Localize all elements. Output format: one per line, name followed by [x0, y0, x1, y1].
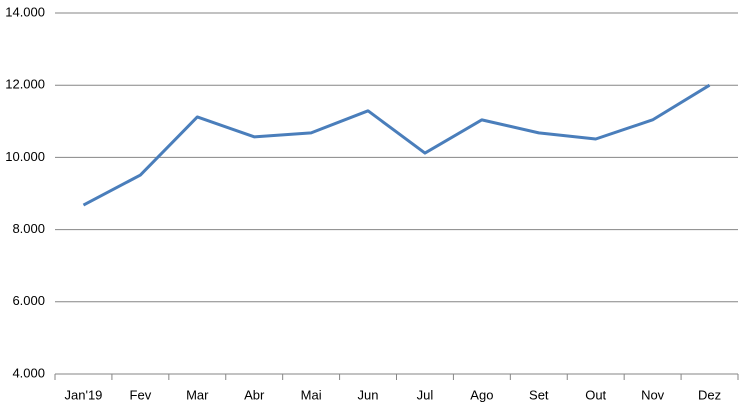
x-tick-label: Out — [585, 387, 606, 402]
y-tick-label: 4.000 — [12, 365, 45, 380]
x-tick-label: Abr — [244, 387, 265, 402]
x-tick-label: Mar — [186, 387, 209, 402]
data-line — [82, 83, 711, 207]
x-tick-label: Set — [529, 387, 549, 402]
y-tick-label: 6.000 — [12, 293, 45, 308]
x-tick-label: Jul — [417, 387, 434, 402]
x-tick-label: Jan'19 — [65, 387, 103, 402]
y-tick-label: 12.000 — [5, 77, 45, 92]
x-tick-label: Nov — [641, 387, 665, 402]
x-tick-label: Ago — [470, 387, 493, 402]
y-tick-label: 8.000 — [12, 221, 45, 236]
x-tick-label: Mai — [301, 387, 322, 402]
x-tick-label: Fev — [130, 387, 152, 402]
y-tick-label: 14.000 — [5, 4, 45, 19]
y-tick-label: 10.000 — [5, 149, 45, 164]
x-tick-label: Dez — [698, 387, 721, 402]
x-tick-label: Jun — [358, 387, 379, 402]
